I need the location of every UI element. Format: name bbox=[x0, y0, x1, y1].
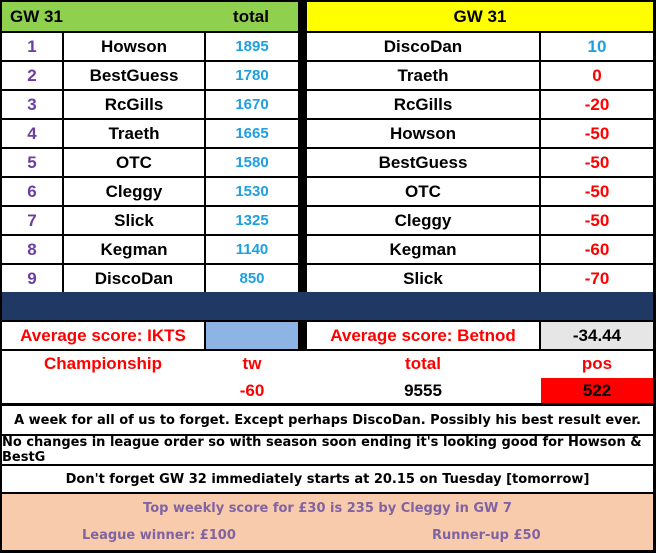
championship-tw-label: tw bbox=[206, 351, 298, 377]
weekly-score: -60 bbox=[541, 236, 653, 263]
rank-cell: 2 bbox=[2, 62, 62, 89]
weekly-score: -20 bbox=[541, 91, 653, 118]
weekly-name: Cleggy bbox=[307, 207, 539, 234]
weekly-name: DiscoDan bbox=[307, 33, 539, 60]
rank-cell: 7 bbox=[2, 207, 62, 234]
championship-tw-value: -60 bbox=[206, 378, 298, 403]
total-score: 1530 bbox=[206, 178, 298, 205]
rank-cell: 5 bbox=[2, 149, 62, 176]
weekly-name: Kegman bbox=[307, 236, 539, 263]
total-score: 1670 bbox=[206, 91, 298, 118]
rank-cell: 3 bbox=[2, 91, 62, 118]
total-score: 1325 bbox=[206, 207, 298, 234]
rank-cell: 6 bbox=[2, 178, 62, 205]
weekly-name: Traeth bbox=[307, 62, 539, 89]
player-name: Howson bbox=[64, 33, 204, 60]
note-line-2: No changes in league order so with seaso… bbox=[2, 435, 653, 465]
player-name: Slick bbox=[64, 207, 204, 234]
player-name: Cleggy bbox=[64, 178, 204, 205]
prize-footer: Top weekly score for £30 is 235 by Clegg… bbox=[2, 494, 653, 550]
weekly-score: -50 bbox=[541, 149, 653, 176]
weekly-name: RcGills bbox=[307, 91, 539, 118]
championship-pos-label: pos bbox=[541, 351, 653, 377]
total-score: 1665 bbox=[206, 120, 298, 147]
average-betnod-value: -34.44 bbox=[541, 322, 653, 349]
rank-cell: 4 bbox=[2, 120, 62, 147]
weekly-name: OTC bbox=[307, 178, 539, 205]
player-name: BestGuess bbox=[64, 62, 204, 89]
league-winner-prize: League winner: £100 bbox=[82, 528, 236, 543]
note-line-3: Don't forget GW 32 immediately starts at… bbox=[2, 466, 653, 492]
right-header-gw: GW 31 bbox=[307, 2, 653, 31]
weekly-name: BestGuess bbox=[307, 149, 539, 176]
weekly-score: 0 bbox=[541, 62, 653, 89]
weekly-score: -50 bbox=[541, 207, 653, 234]
player-name: RcGills bbox=[64, 91, 204, 118]
left-header-gw: GW 31 bbox=[2, 2, 204, 31]
weekly-score: -50 bbox=[541, 178, 653, 205]
player-name: OTC bbox=[64, 149, 204, 176]
player-name: Kegman bbox=[64, 236, 204, 263]
championship-pos-value: 522 bbox=[541, 378, 653, 403]
total-score: 1895 bbox=[206, 33, 298, 60]
average-betnod-label: Average score: Betnod bbox=[307, 322, 539, 349]
total-score: 850 bbox=[206, 265, 298, 292]
weekly-score: 10 bbox=[541, 33, 653, 60]
player-name: DiscoDan bbox=[64, 265, 204, 292]
average-ikts-value bbox=[206, 322, 298, 349]
total-score: 1140 bbox=[206, 236, 298, 263]
rank-cell: 9 bbox=[2, 265, 62, 292]
left-header-total: total bbox=[204, 2, 298, 31]
player-name: Traeth bbox=[64, 120, 204, 147]
weekly-name: Slick bbox=[307, 265, 539, 292]
championship-total-label: total bbox=[307, 351, 539, 377]
runner-up-prize: Runner-up £50 bbox=[432, 528, 541, 543]
rank-cell: 1 bbox=[2, 33, 62, 60]
weekly-name: Howson bbox=[307, 120, 539, 147]
divider-band bbox=[2, 292, 653, 320]
note-line-1: A week for all of us to forget. Except p… bbox=[2, 406, 653, 434]
total-score: 1780 bbox=[206, 62, 298, 89]
top-weekly-score: Top weekly score for £30 is 235 by Clegg… bbox=[143, 501, 512, 516]
weekly-score: -70 bbox=[541, 265, 653, 292]
average-ikts-label: Average score: IKTS bbox=[2, 322, 204, 349]
rank-cell: 8 bbox=[2, 236, 62, 263]
championship-label: Championship bbox=[2, 351, 204, 377]
weekly-score: -50 bbox=[541, 120, 653, 147]
total-score: 1580 bbox=[206, 149, 298, 176]
championship-total-value: 9555 bbox=[307, 378, 539, 403]
